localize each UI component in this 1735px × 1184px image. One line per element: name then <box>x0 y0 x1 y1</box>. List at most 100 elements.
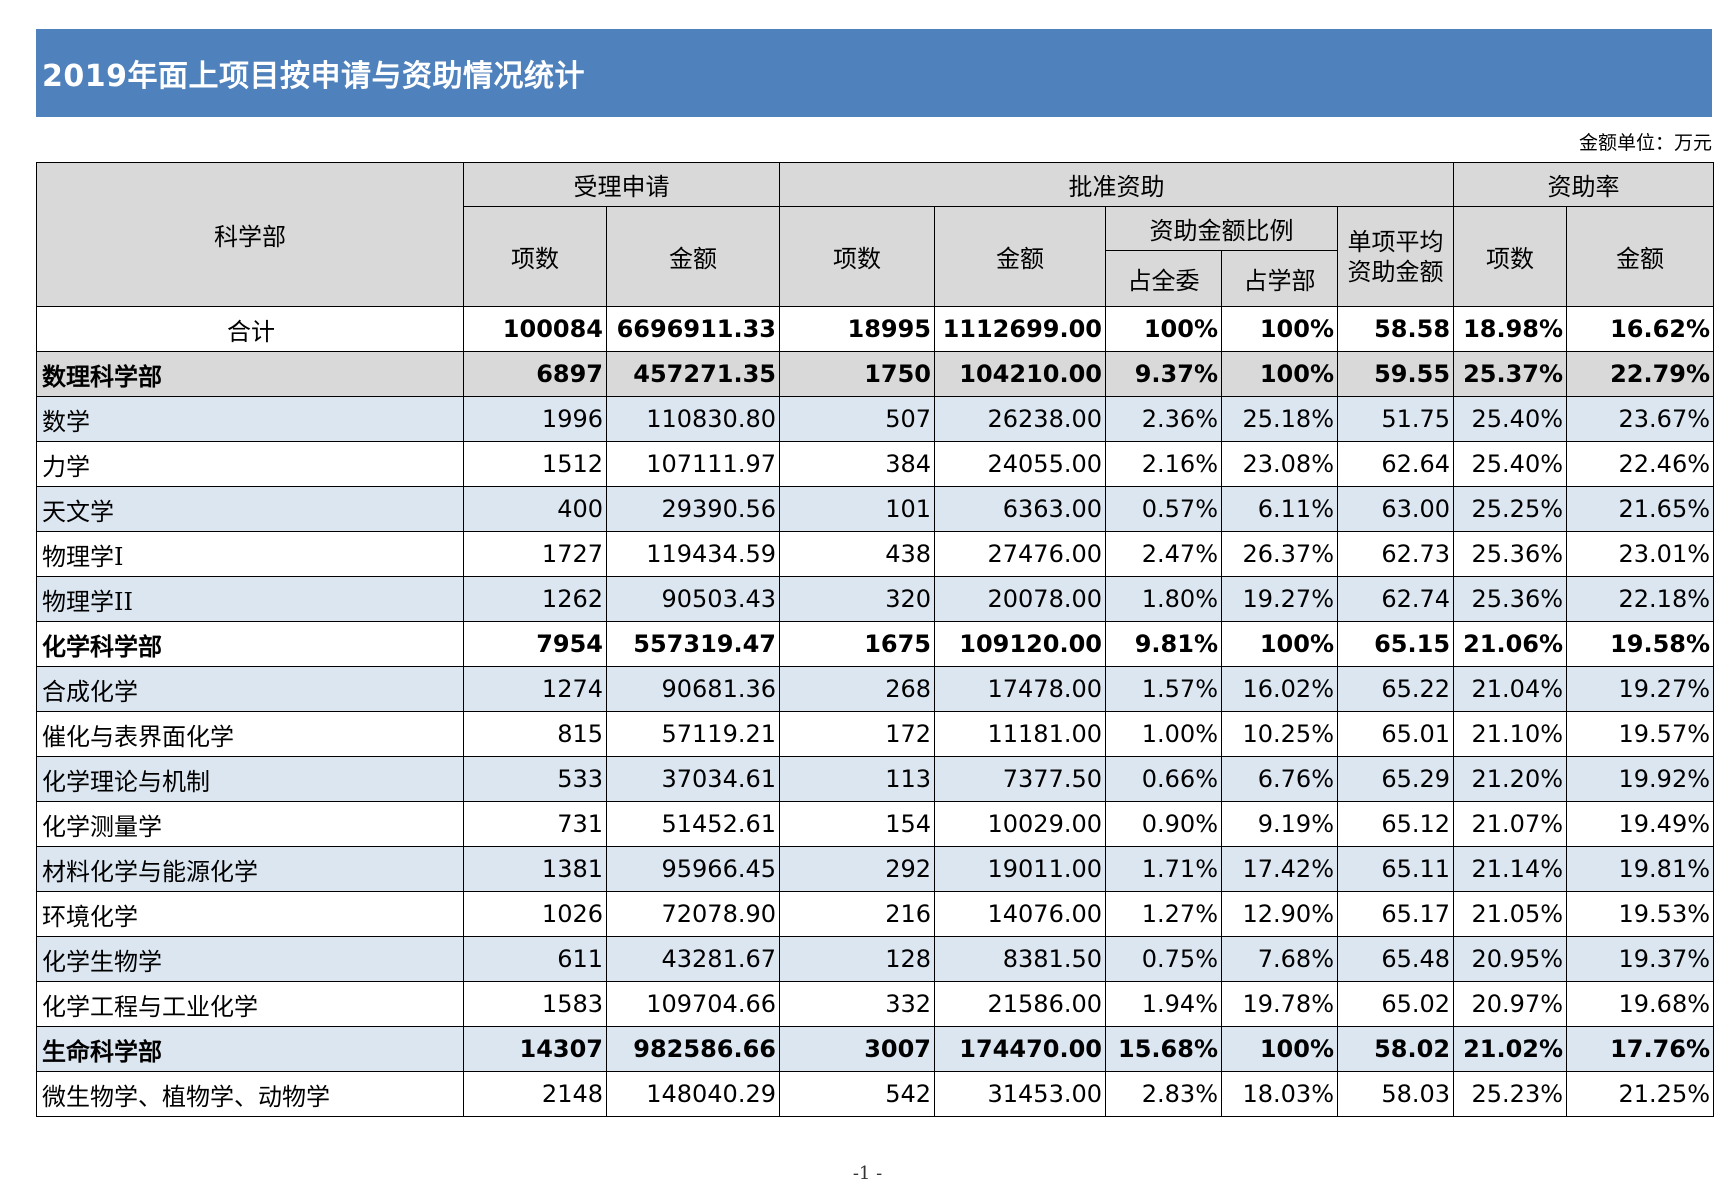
cell-app-amount: 148040.29 <box>606 1071 780 1117</box>
cell-share-dept: 100% <box>1221 351 1338 397</box>
cell-avg: 51.75 <box>1336 396 1455 442</box>
cell-name: 环境化学 <box>36 891 464 937</box>
cell-share-all: 100% <box>1105 306 1222 352</box>
cell-rate-count: 21.14% <box>1453 846 1568 892</box>
table-row: 微生物学、植物学、动物学 2148 148040.29 542 31453.00 2.83… <box>36 1071 1715 1117</box>
cell-share-all: 1.57% <box>1105 666 1222 712</box>
header-accepted: 受理申请 <box>463 162 780 207</box>
cell-app-count: 2148 <box>463 1071 607 1117</box>
cell-avg: 62.74 <box>1336 576 1455 622</box>
cell-rate-amount: 19.57% <box>1566 711 1715 757</box>
cell-share-all: 1.80% <box>1105 576 1222 622</box>
header-fund-amount: 金额 <box>934 206 1106 307</box>
cell-app-count: 731 <box>463 801 607 847</box>
cell-app-count: 400 <box>463 486 607 532</box>
header-avg-line2: 资助金额 <box>1347 257 1444 286</box>
cell-rate-count: 25.36% <box>1453 576 1568 622</box>
cell-name: 合计 <box>36 306 464 352</box>
cell-fund-count: 320 <box>779 576 935 622</box>
cell-rate-amount: 19.27% <box>1566 666 1715 712</box>
cell-share-dept: 12.90% <box>1221 891 1338 937</box>
cell-rate-amount: 23.01% <box>1566 531 1715 577</box>
cell-rate-count: 20.97% <box>1453 981 1568 1027</box>
cell-rate-amount: 22.79% <box>1566 351 1715 397</box>
cell-app-amount: 557319.47 <box>606 621 780 667</box>
cell-app-count: 100084 <box>463 306 607 352</box>
cell-share-dept: 100% <box>1221 621 1338 667</box>
cell-rate-count: 18.98% <box>1453 306 1568 352</box>
cell-app-amount: 982586.66 <box>606 1026 780 1072</box>
cell-name: 天文学 <box>36 486 464 532</box>
cell-fund-amount: 26238.00 <box>934 396 1106 442</box>
cell-fund-count: 292 <box>779 846 935 892</box>
cell-name: 化学科学部 <box>36 621 464 667</box>
cell-app-count: 1026 <box>463 891 607 937</box>
cell-fund-amount: 21586.00 <box>934 981 1106 1027</box>
cell-name: 微生物学、植物学、动物学 <box>36 1071 464 1117</box>
cell-fund-amount: 24055.00 <box>934 441 1106 487</box>
cell-fund-amount: 8381.50 <box>934 936 1106 982</box>
cell-app-amount: 457271.35 <box>606 351 780 397</box>
cell-avg: 58.03 <box>1336 1071 1455 1117</box>
page-title: 2019年面上项目按申请与资助情况统计 <box>42 59 585 94</box>
header-approved: 批准资助 <box>778 162 1455 207</box>
cell-fund-amount: 17478.00 <box>934 666 1106 712</box>
header-share-dept: 占学部 <box>1221 250 1338 307</box>
cell-rate-count: 25.23% <box>1453 1071 1568 1117</box>
cell-rate-amount: 19.68% <box>1566 981 1715 1027</box>
cell-app-count: 1996 <box>463 396 607 442</box>
table-row: 化学理论与机制 533 37034.61 113 7377.50 0.66% 6.76% 65… <box>36 756 1715 802</box>
cell-share-dept: 6.11% <box>1221 486 1338 532</box>
cell-app-amount: 110830.80 <box>606 396 780 442</box>
cell-share-all: 2.83% <box>1105 1071 1222 1117</box>
cell-fund-amount: 104210.00 <box>934 351 1106 397</box>
cell-app-amount: 6696911.33 <box>606 306 780 352</box>
table-row-dept: 化学科学部 7954 557319.47 1675 109120.00 9.81% 100%… <box>36 621 1715 667</box>
cell-rate-count: 21.02% <box>1453 1026 1568 1072</box>
statistics-table: 科学部 受理申请 批准资助 资助率 项数 金额 项数 金额 资助金额比例 单项平… <box>36 162 1715 1117</box>
header-fund-count: 项数 <box>779 206 935 307</box>
cell-fund-amount: 6363.00 <box>934 486 1106 532</box>
cell-fund-count: 101 <box>779 486 935 532</box>
table-row: 环境化学 1026 72078.90 216 14076.00 1.27% 12.90% 65… <box>36 891 1715 937</box>
cell-share-all: 2.16% <box>1105 441 1222 487</box>
cell-avg: 58.02 <box>1336 1026 1455 1072</box>
cell-fund-amount: 11181.00 <box>934 711 1106 757</box>
cell-rate-amount: 19.92% <box>1566 756 1715 802</box>
cell-rate-amount: 21.65% <box>1566 486 1715 532</box>
cell-share-all: 0.75% <box>1105 936 1222 982</box>
cell-avg: 62.73 <box>1336 531 1455 577</box>
cell-name: 数理科学部 <box>36 351 464 397</box>
header-rate-count: 项数 <box>1453 206 1568 307</box>
cell-rate-count: 25.37% <box>1453 351 1568 397</box>
cell-share-dept: 7.68% <box>1221 936 1338 982</box>
cell-rate-amount: 19.81% <box>1566 846 1715 892</box>
cell-name: 材料化学与能源化学 <box>36 846 464 892</box>
cell-rate-count: 21.06% <box>1453 621 1568 667</box>
cell-share-dept: 23.08% <box>1221 441 1338 487</box>
cell-share-all: 9.81% <box>1105 621 1222 667</box>
cell-fund-amount: 19011.00 <box>934 846 1106 892</box>
cell-share-all: 0.57% <box>1105 486 1222 532</box>
cell-share-all: 0.66% <box>1105 756 1222 802</box>
table-row: 化学生物学 611 43281.67 128 8381.50 0.75% 7.68% 65.4… <box>36 936 1715 982</box>
cell-app-amount: 72078.90 <box>606 891 780 937</box>
cell-share-dept: 100% <box>1221 306 1338 352</box>
page-number: -1 - <box>852 1163 883 1184</box>
cell-fund-count: 332 <box>779 981 935 1027</box>
cell-share-all: 15.68% <box>1105 1026 1222 1072</box>
cell-app-amount: 107111.97 <box>606 441 780 487</box>
cell-name: 化学生物学 <box>36 936 464 982</box>
cell-fund-amount: 1112699.00 <box>934 306 1106 352</box>
cell-app-count: 7954 <box>463 621 607 667</box>
cell-app-count: 1727 <box>463 531 607 577</box>
header-rate: 资助率 <box>1453 162 1715 207</box>
unit-note: 金额单位：万元 <box>1578 132 1712 154</box>
cell-share-all: 0.90% <box>1105 801 1222 847</box>
cell-app-count: 1274 <box>463 666 607 712</box>
cell-fund-count: 154 <box>779 801 935 847</box>
cell-share-dept: 16.02% <box>1221 666 1338 712</box>
table-row: 天文学 400 29390.56 101 6363.00 0.57% 6.11% 63.00 2… <box>36 486 1715 532</box>
cell-rate-count: 21.04% <box>1453 666 1568 712</box>
cell-avg: 65.48 <box>1336 936 1455 982</box>
